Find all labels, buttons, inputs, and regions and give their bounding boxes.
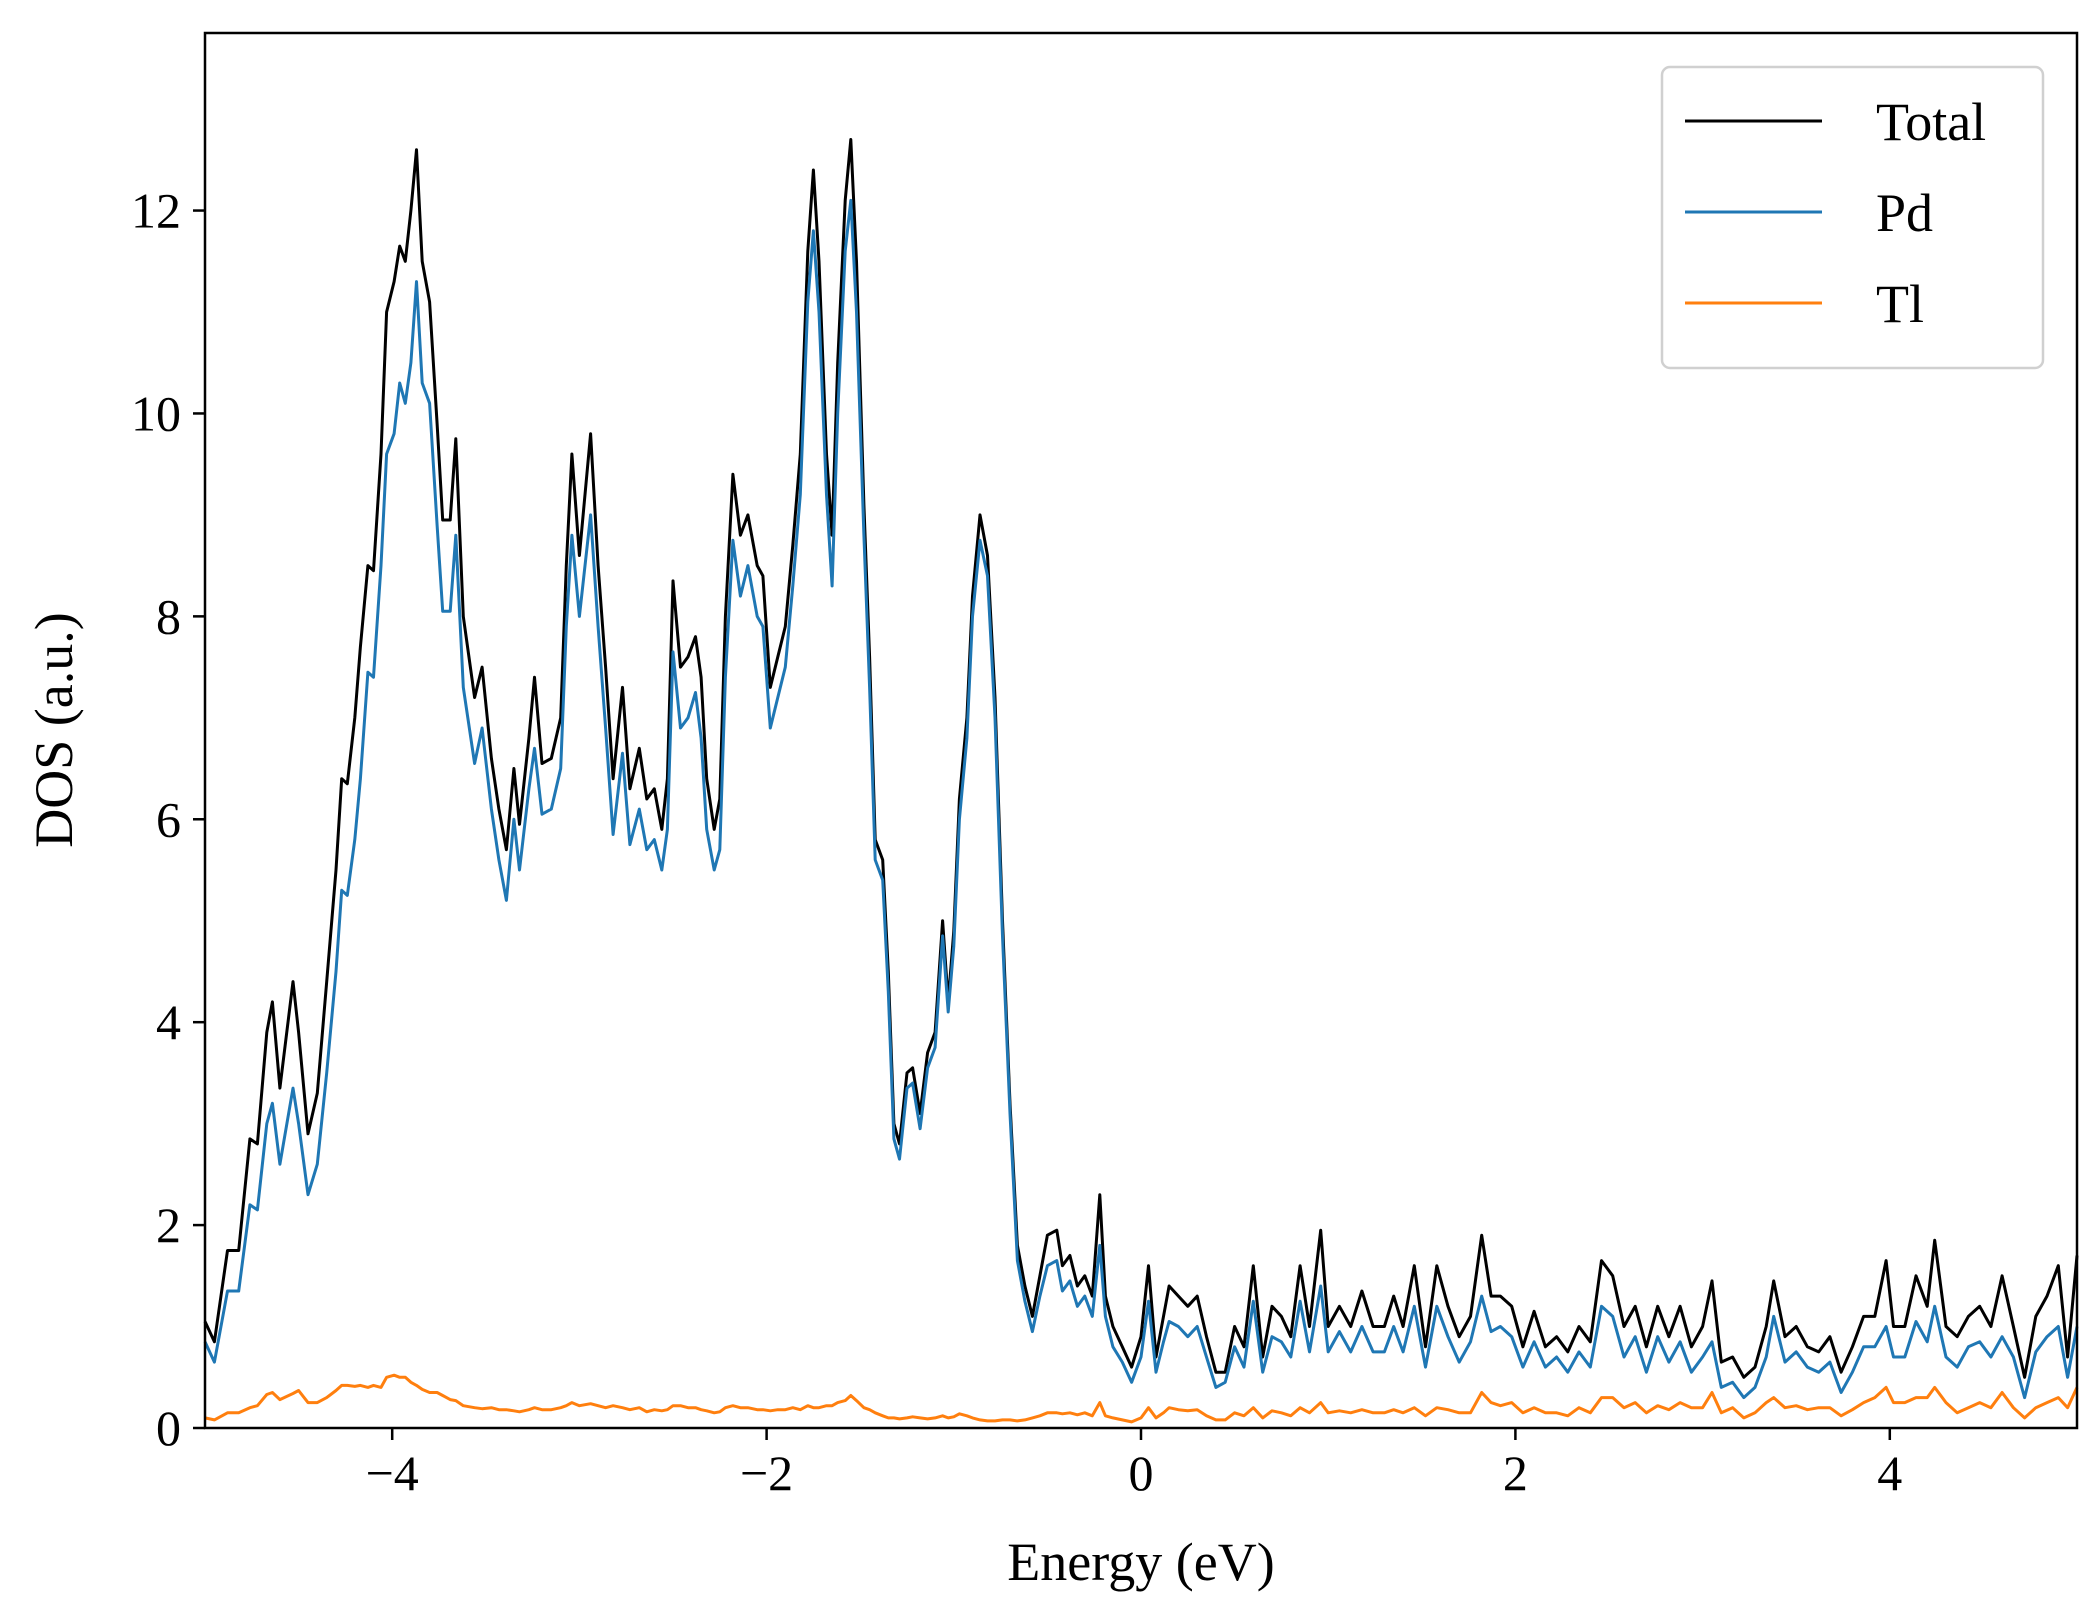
plot-lines bbox=[203, 138, 2079, 1424]
y-tick-label: 10 bbox=[131, 385, 181, 441]
y-tick-label: 6 bbox=[156, 791, 181, 847]
x-tick-label: 2 bbox=[1503, 1445, 1528, 1501]
series-line-tl bbox=[204, 1373, 2079, 1424]
x-axis-title: Energy (eV) bbox=[1007, 1532, 1274, 1592]
x-tick-label: −2 bbox=[740, 1445, 793, 1501]
legend: Total Pd Tl bbox=[1660, 65, 2045, 370]
legend-entries: Total Pd Tl bbox=[1685, 92, 1986, 334]
y-axis-ticks: 0 2 4 6 8 10 12 bbox=[131, 183, 205, 1456]
legend-label-pd: Pd bbox=[1876, 183, 1933, 243]
x-tick-label: −4 bbox=[366, 1445, 419, 1501]
y-tick-label: 0 bbox=[156, 1400, 181, 1456]
y-tick-label: 2 bbox=[156, 1197, 181, 1253]
legend-label-total: Total bbox=[1876, 92, 1986, 152]
x-axis-ticks: −4 −2 0 2 4 bbox=[366, 1428, 1902, 1501]
y-axis-title: DOS (a.u.) bbox=[24, 612, 84, 847]
legend-box bbox=[1660, 65, 2045, 370]
series-line-pd bbox=[203, 198, 2079, 1400]
y-tick-label: 8 bbox=[156, 588, 181, 644]
y-tick-label: 4 bbox=[156, 994, 181, 1050]
y-tick-label: 12 bbox=[131, 183, 181, 239]
legend-label-tl: Tl bbox=[1876, 274, 1924, 334]
x-tick-label: 0 bbox=[1129, 1445, 1154, 1501]
x-tick-label: 4 bbox=[1877, 1445, 1902, 1501]
